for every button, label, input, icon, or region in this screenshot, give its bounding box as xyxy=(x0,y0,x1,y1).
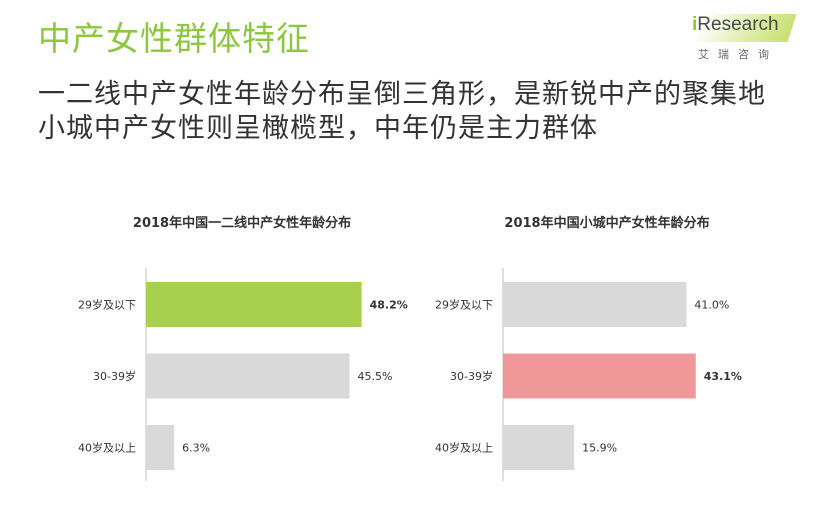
value-label-left-2: 45.5% xyxy=(358,370,393,383)
value-label-left-3: 6.3% xyxy=(182,442,210,455)
bar-right-2 xyxy=(503,353,696,399)
value-label-left-1: 48.2% xyxy=(370,299,408,312)
chart-title-left: 2018年中国一二线中产女性年龄分布 xyxy=(133,215,351,231)
category-label-left-1: 29岁及以下 xyxy=(78,298,136,312)
logo-research-text: Research xyxy=(697,14,779,35)
logo-i-letter: i xyxy=(692,14,698,35)
logo-wordmark: iResearch xyxy=(692,14,779,36)
category-label-right-1: 29岁及以下 xyxy=(435,298,493,312)
iresearch-logo: iResearch 艾瑞咨询 xyxy=(688,12,798,68)
category-label-right-2: 30-39岁 xyxy=(450,369,493,383)
bar-left-1 xyxy=(146,282,362,327)
chart-title-right: 2018年中国小城中产女性年龄分布 xyxy=(504,215,709,231)
headline-line-2: 小城中产女性则呈橄榄型，中年仍是主力群体 xyxy=(38,113,598,144)
logo-subtitle: 艾瑞咨询 xyxy=(698,48,778,61)
category-label-left-3: 40岁及以上 xyxy=(78,441,136,455)
bar-left-3 xyxy=(146,425,175,470)
value-label-right-2: 43.1% xyxy=(704,370,742,383)
headline-line-1: 一二线中产女性年龄分布呈倒三角形，是新锐中产的聚集地 xyxy=(38,79,766,110)
page-title: 中产女性群体特征 xyxy=(38,19,310,58)
bar-right-3 xyxy=(503,425,575,470)
value-label-right-3: 15.9% xyxy=(582,442,617,455)
bar-left-2 xyxy=(146,353,350,399)
category-label-left-2: 30-39岁 xyxy=(93,369,136,383)
value-label-right-1: 41.0% xyxy=(694,299,729,312)
bar-right-1 xyxy=(503,282,687,327)
category-label-right-3: 40岁及以上 xyxy=(435,441,493,455)
